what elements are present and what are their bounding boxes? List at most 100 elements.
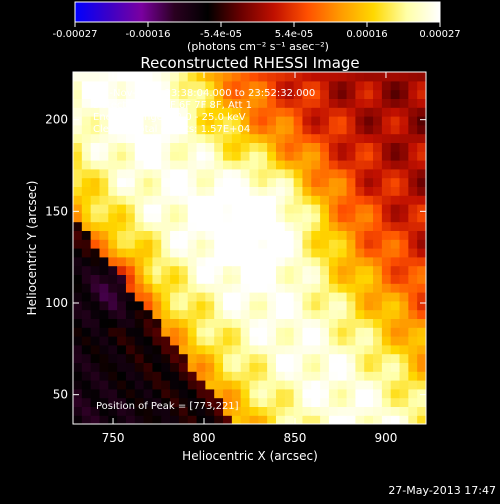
heatmap-cell [81,388,92,399]
heatmap-cell [302,388,312,399]
heatmap-cell [284,221,295,231]
heatmap-cell [320,309,330,319]
heatmap-cell [267,353,277,363]
heatmap-cell [161,142,171,152]
heatmap-cell [381,116,392,126]
heatmap-cell [302,80,312,91]
heatmap-cell [364,362,374,372]
heatmap-cell [231,177,242,187]
heatmap-cell [399,151,409,161]
heatmap-cell [108,107,118,117]
heatmap-cell [125,283,136,293]
heatmap-cell [117,336,127,346]
heatmap-cell [117,133,127,143]
heatmap-cell [328,344,339,355]
heatmap-cell [223,177,233,187]
heatmap-cell [108,283,118,293]
heatmap-cell [170,177,180,187]
heatmap-cell [417,116,426,126]
heatmap-cell [258,256,268,267]
heatmap-cell [90,292,101,302]
heatmap-cell [187,186,198,196]
heatmap-cell [408,380,418,390]
heatmap-cell [364,318,374,328]
heatmap-cell [355,248,365,258]
heatmap-cell [196,80,206,91]
heatmap-cell [117,204,127,214]
heatmap-cell [364,248,374,258]
heatmap-cell [134,239,145,249]
heatmap-cell [373,72,383,82]
heatmap-cell [302,142,312,152]
heatmap-cell [381,177,392,187]
heatmap-cell [408,371,418,381]
heatmap-cell [337,89,348,99]
heatmap-cell [108,151,118,161]
heatmap-cell [81,380,92,390]
heatmap-cell [205,72,215,82]
heatmap-cell [108,116,118,126]
heatmap-cell [240,327,251,337]
heatmap-cell [258,397,268,407]
heatmap-cell [267,195,277,205]
heatmap-cell [223,195,233,205]
heatmap-cell [134,344,145,355]
heatmap-cell [381,265,392,275]
heatmap-cell [214,142,224,152]
heatmap-cell [275,72,286,82]
heatmap-cell [240,344,251,355]
heatmap-cell [267,151,277,161]
heatmap-cell [99,177,109,187]
heatmap-cell [355,274,365,284]
heatmap-cell [337,186,348,196]
heatmap-cell [152,168,162,179]
heatmap-cell [125,415,136,424]
heatmap-cell [196,239,206,249]
heatmap-cell [373,239,383,249]
heatmap-cell [311,80,321,91]
heatmap-cell [125,274,136,284]
heatmap-cell [143,415,154,424]
heatmap-cell [90,248,101,258]
heatmap-cell [390,265,401,275]
heatmap-cell [240,388,251,399]
heatmap-cell [223,124,233,135]
heatmap-cell [152,142,162,152]
heatmap-cell [108,309,118,319]
heatmap-cell [81,265,92,275]
heatmap-cell [73,371,83,381]
heatmap-cell [373,380,383,390]
heatmap-cell [293,72,304,82]
heatmap-cell [249,98,259,108]
heatmap-cell [90,362,101,372]
heatmap-cell [320,415,330,424]
heatmap-cell [337,415,348,424]
y-tick-label: 50 [53,388,68,402]
heatmap-cell [302,72,312,82]
heatmap-cell [117,371,127,381]
heatmap-cell [99,212,109,223]
heatmap-cell [81,107,92,117]
heatmap-cell [152,133,162,143]
heatmap-cell [249,256,259,267]
colorbar-tick-label: -0.00016 [126,29,171,40]
heatmap-cell [143,248,154,258]
heatmap-cell [187,239,198,249]
heatmap-cell [390,336,401,346]
heatmap-cell [275,212,286,223]
x-axis: 750 800 850 900 [102,72,397,445]
heatmap-cell [205,230,215,240]
heatmap-cell [364,98,374,108]
heatmap-cell [293,98,304,108]
heatmap-cell [293,336,304,346]
heatmap-cell [205,168,215,179]
heatmap-cell [223,186,233,196]
heatmap-cell [355,212,365,223]
heatmap-cell [143,195,154,205]
heatmap-cell [328,380,339,390]
heatmap-cell [73,362,83,372]
heatmap-cell [346,142,356,152]
heatmap-cell [231,142,242,152]
heatmap-cell [143,344,154,355]
heatmap-cell [187,230,198,240]
